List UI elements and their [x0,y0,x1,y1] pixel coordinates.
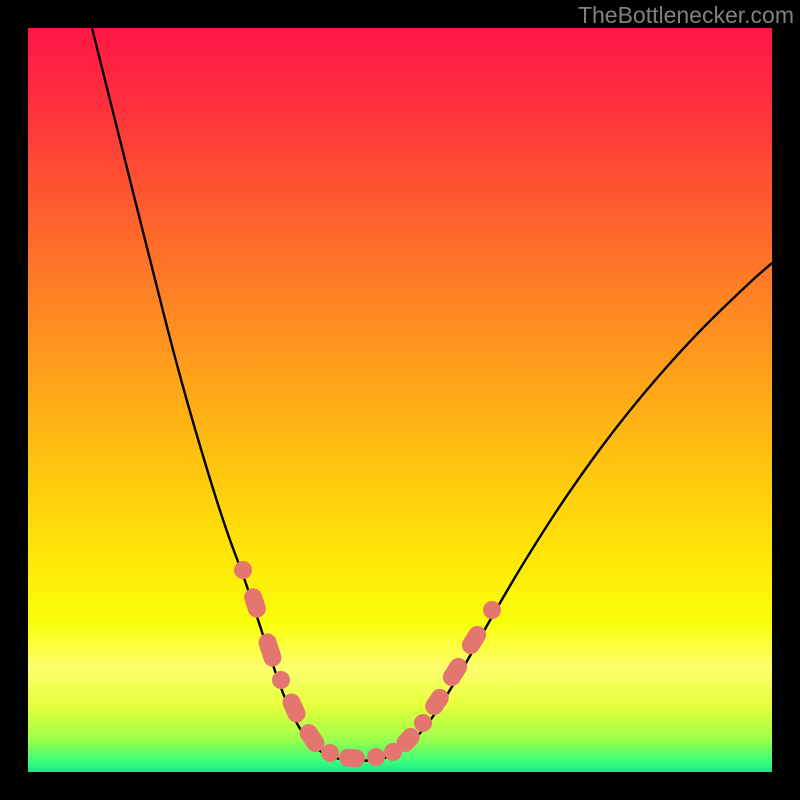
chart-gradient-background [28,28,772,772]
marker-dot [414,714,432,732]
marker-dot [483,601,501,619]
bottleneck-chart [0,0,800,800]
marker-dot [321,744,339,762]
marker-dot [272,671,290,689]
marker-dot [234,561,252,579]
marker-dot [367,748,385,766]
